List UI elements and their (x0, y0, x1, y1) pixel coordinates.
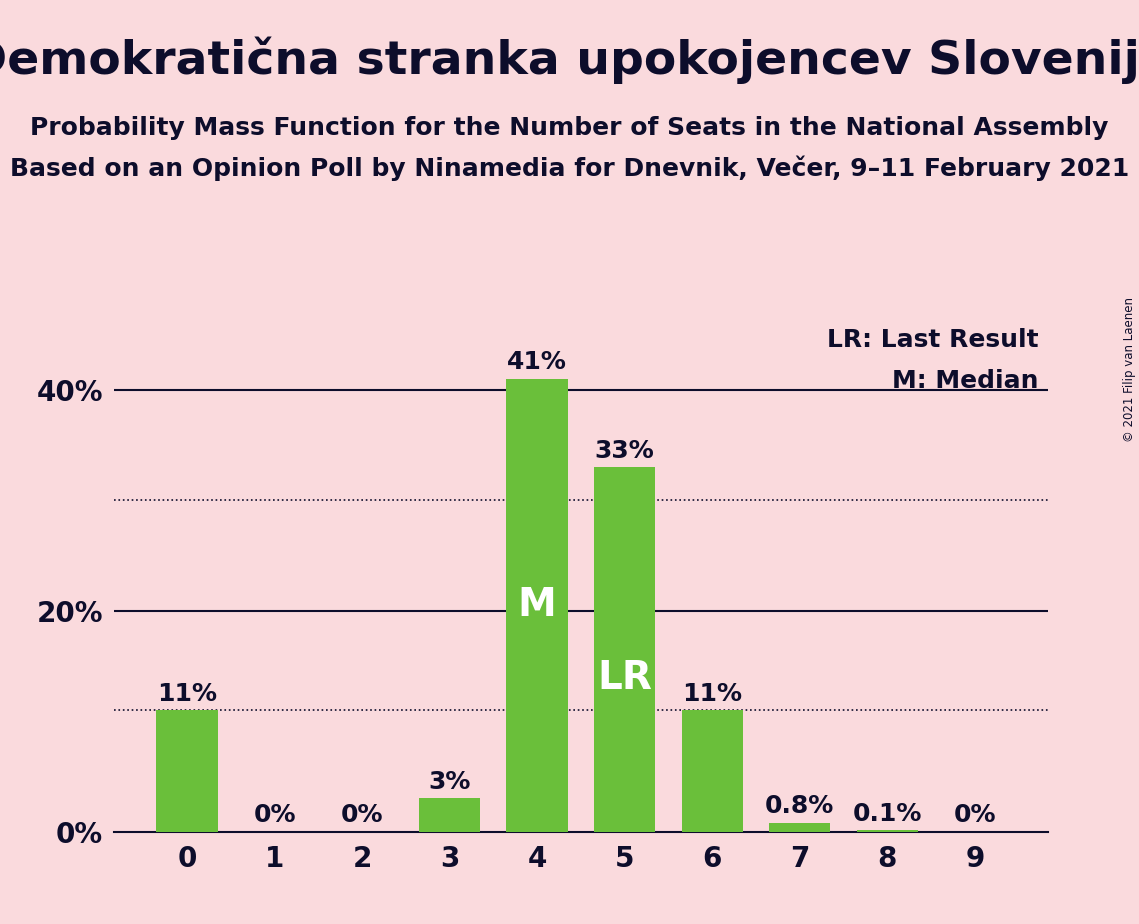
Bar (769, 822, 830, 832)
Text: LR: Last Result: LR: Last Result (827, 328, 1039, 352)
Text: Based on an Opinion Poll by Ninamedia for Dnevnik, Večer, 9–11 February 2021: Based on an Opinion Poll by Ninamedia fo… (10, 155, 1129, 181)
Text: 0%: 0% (253, 803, 296, 827)
Bar (857, 831, 918, 832)
Text: Demokratična stranka upokojencev Slovenije: Demokratična stranka upokojencev Sloveni… (0, 37, 1139, 84)
Text: 0.1%: 0.1% (853, 802, 921, 826)
Bar (156, 710, 218, 832)
Text: 41%: 41% (507, 350, 567, 374)
Text: 0.8%: 0.8% (765, 795, 835, 819)
Text: 11%: 11% (682, 682, 743, 706)
Text: © 2021 Filip van Laenen: © 2021 Filip van Laenen (1123, 298, 1137, 442)
Bar (595, 467, 655, 832)
Text: 0%: 0% (341, 803, 384, 827)
Text: M: M (518, 586, 557, 624)
Text: 3%: 3% (428, 770, 470, 794)
Text: 0%: 0% (953, 803, 995, 827)
Bar (507, 379, 567, 832)
Text: 11%: 11% (157, 682, 218, 706)
Text: LR: LR (597, 660, 653, 698)
Text: 33%: 33% (595, 439, 655, 463)
Text: M: Median: M: Median (892, 369, 1039, 393)
Bar (681, 710, 743, 832)
Bar (419, 798, 481, 832)
Text: Probability Mass Function for the Number of Seats in the National Assembly: Probability Mass Function for the Number… (31, 116, 1108, 140)
